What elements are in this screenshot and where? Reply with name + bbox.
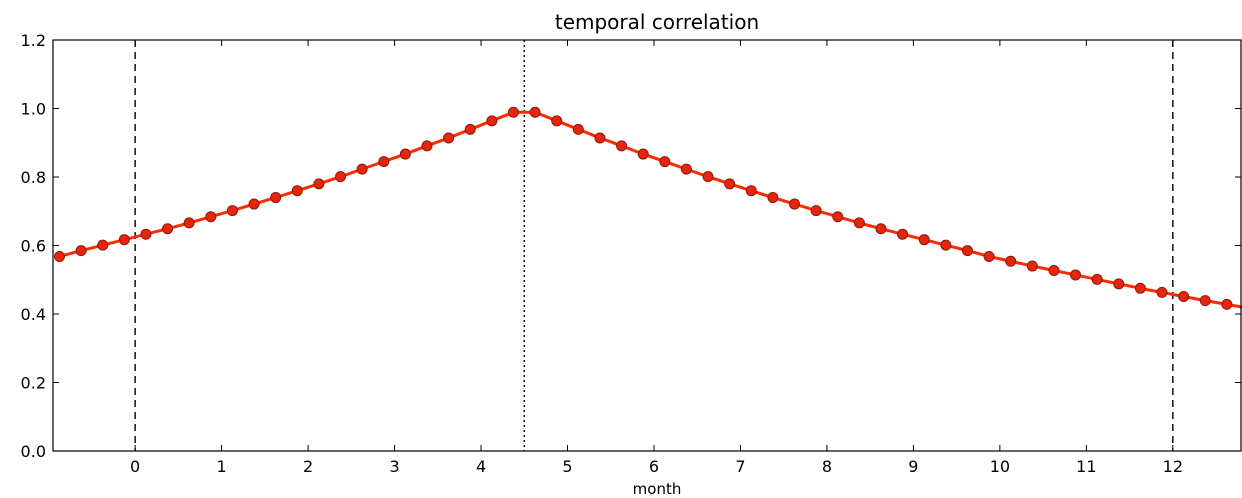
data-point — [724, 178, 736, 190]
y-tick-label: 1.2 — [21, 31, 46, 50]
data-point — [551, 115, 563, 127]
data-point — [572, 123, 584, 135]
x-tick-label: 11 — [1076, 457, 1096, 476]
data-point — [529, 106, 541, 118]
data-point — [875, 223, 887, 235]
data-point — [1048, 265, 1060, 276]
data-point — [118, 234, 130, 246]
data-point — [961, 245, 973, 257]
x-tick-label: 5 — [562, 457, 572, 476]
series-line — [59, 110, 1242, 309]
data-point — [659, 156, 671, 168]
data-point — [97, 239, 109, 251]
data-point — [680, 163, 692, 175]
x-tick-label: 3 — [389, 457, 399, 476]
data-point — [918, 234, 930, 246]
reference-lines — [134, 40, 1174, 451]
x-tick-label: 10 — [990, 457, 1010, 476]
data-point — [183, 217, 195, 229]
data-point — [594, 132, 606, 144]
data-point — [507, 106, 519, 118]
data-point — [162, 223, 174, 235]
data-point — [832, 211, 844, 223]
data-point — [443, 132, 455, 144]
data-point — [399, 148, 411, 160]
data-point — [853, 217, 865, 229]
data-point — [291, 185, 303, 197]
data-point — [616, 140, 628, 152]
data-point — [1134, 282, 1146, 294]
data-point — [702, 171, 714, 183]
x-tick-label: 6 — [649, 457, 659, 476]
data-point — [248, 198, 260, 210]
y-tick-label: 1.0 — [21, 100, 46, 119]
data-point — [1091, 273, 1103, 285]
data-point — [1113, 278, 1125, 290]
data-point — [1026, 260, 1038, 272]
data-series — [53, 106, 1242, 310]
x-axis-label: month — [633, 480, 682, 498]
x-tick-label: 1 — [217, 457, 227, 476]
data-point — [486, 115, 498, 127]
data-point — [464, 123, 476, 135]
data-point — [1221, 298, 1233, 310]
data-point — [1178, 291, 1190, 303]
data-point — [1156, 286, 1168, 298]
x-tick-label: 8 — [822, 457, 832, 476]
plot-frame — [52, 39, 1242, 452]
chart-title: temporal correlation — [555, 10, 759, 34]
data-point — [53, 250, 65, 262]
x-tick-label: 12 — [1163, 457, 1183, 476]
data-point — [767, 192, 779, 204]
data-point — [140, 228, 152, 240]
data-point — [940, 239, 952, 251]
data-point — [75, 245, 87, 257]
data-point — [356, 163, 368, 175]
y-tick-label: 0.6 — [21, 237, 46, 256]
data-point — [1005, 255, 1017, 267]
data-point — [378, 156, 390, 168]
data-point — [205, 211, 217, 223]
x-tick-label: 9 — [908, 457, 918, 476]
y-tick-label: 0.8 — [21, 168, 46, 187]
x-tick-label: 0 — [130, 457, 140, 476]
y-tick-label: 0.4 — [21, 305, 46, 324]
y-axis-ticks: 0.0 0.2 0.4 0.6 0.8 1.0 1.2 — [21, 31, 1241, 461]
data-point — [313, 178, 325, 190]
x-tick-label: 4 — [476, 457, 486, 476]
data-point — [1070, 269, 1082, 281]
y-tick-label: 0.0 — [21, 442, 46, 461]
data-point — [810, 205, 822, 217]
data-point — [421, 140, 433, 152]
data-point — [789, 198, 800, 210]
data-point — [897, 228, 909, 240]
data-point — [637, 148, 649, 160]
x-tick-label: 7 — [735, 457, 745, 476]
data-point — [335, 171, 347, 183]
y-tick-label: 0.2 — [21, 374, 46, 393]
x-tick-label: 2 — [303, 457, 313, 476]
data-point — [270, 192, 282, 204]
data-point — [226, 205, 238, 217]
data-point — [983, 250, 995, 262]
x-axis-ticks: 0 1 2 3 4 5 6 7 8 9 10 11 12 — [130, 40, 1183, 476]
data-point — [745, 185, 757, 197]
data-point — [1199, 295, 1211, 307]
